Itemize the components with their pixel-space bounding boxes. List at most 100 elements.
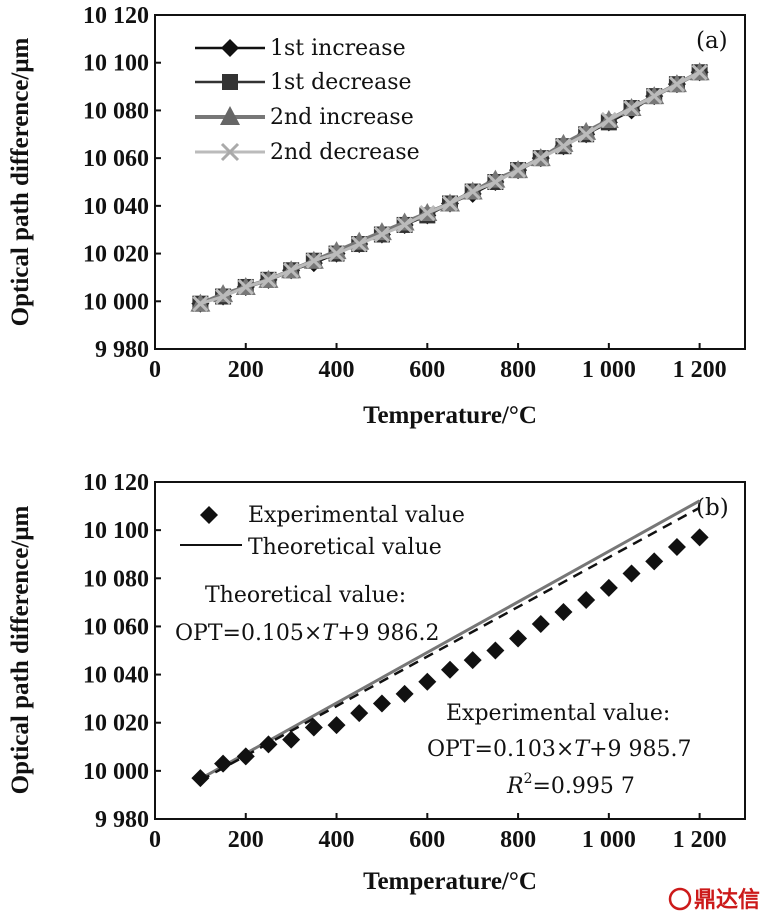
data-point xyxy=(419,204,436,222)
legend-item-2nd-decrease: 2nd decrease xyxy=(195,140,420,165)
data-point xyxy=(622,564,641,583)
panel-label-b: (b) xyxy=(696,495,729,521)
data-point xyxy=(441,660,459,679)
data-point xyxy=(487,173,504,191)
y-tick-label: 10 100 xyxy=(83,518,149,544)
annotation-experimental-equation: OPT=0.103×T+9 985.7 xyxy=(427,737,691,762)
experimental-points-group xyxy=(191,528,709,788)
theoretical-line-group xyxy=(199,499,701,782)
data-point xyxy=(600,111,617,129)
x-tick-label: 600 xyxy=(409,827,445,853)
legend-label: Experimental value xyxy=(248,503,465,528)
y-tick-label: 10 080 xyxy=(83,566,149,592)
x-axis-ticks-a: 0 200 400 600 800 1 000 1 200 xyxy=(149,343,727,383)
data-point xyxy=(237,278,254,296)
panel-a: (a) 0 200 400 600 800 1 000 1 200 9 980 10 000 1… xyxy=(7,3,746,429)
data-point xyxy=(463,651,482,670)
annotation-theoretical-equation: OPT=0.105×T+9 986.2 xyxy=(175,621,439,646)
legend-label: 1st decrease xyxy=(270,70,412,95)
x-tick-label: 1 000 xyxy=(582,827,636,853)
data-point xyxy=(555,138,572,155)
y-axis-label-b: Optical path difference/μm xyxy=(7,505,34,794)
data-point xyxy=(214,754,233,773)
legend-item-experimental: Experimental value xyxy=(200,503,465,528)
data-point xyxy=(441,195,459,212)
data-point xyxy=(396,216,413,234)
data-point xyxy=(259,735,278,754)
data-point xyxy=(351,235,368,253)
data-point xyxy=(646,88,663,105)
eq-suffix: +9 986.2 xyxy=(337,621,439,646)
r2-value: =0.995 7 xyxy=(533,774,635,799)
legend-a: 1st increase 1st decrease 2nd increase 2… xyxy=(195,36,420,165)
series-group-a xyxy=(190,62,710,313)
data-point xyxy=(668,76,685,93)
eq-suffix: +9 985.7 xyxy=(589,737,691,762)
data-point xyxy=(418,672,437,691)
y-tick-label: 10 080 xyxy=(83,98,149,124)
y-tick-label: 10 000 xyxy=(83,289,149,315)
x-tick-label: 800 xyxy=(500,827,536,853)
diamond-icon xyxy=(221,39,239,57)
annotation-r2: R2=0.995 7 xyxy=(506,771,635,799)
data-point xyxy=(327,716,346,735)
data-point xyxy=(304,718,323,737)
x-tick-label: 0 xyxy=(149,827,161,853)
y-tick-label: 10 040 xyxy=(83,194,149,220)
data-point xyxy=(531,615,550,634)
data-point xyxy=(645,552,664,571)
data-point xyxy=(282,730,301,749)
data-point xyxy=(283,262,300,279)
x-axis-label-b: Temperature/°C xyxy=(363,868,537,895)
eq-var: T xyxy=(322,621,339,646)
watermark-text: 鼎达信 xyxy=(694,887,760,913)
data-point xyxy=(350,704,369,723)
data-point xyxy=(691,64,708,81)
data-point xyxy=(395,684,414,703)
data-point xyxy=(328,245,345,262)
data-point xyxy=(532,150,549,167)
panel-label-a: (a) xyxy=(696,28,728,54)
data-point xyxy=(372,694,391,713)
annotation-theoretical-title: Theoretical value: xyxy=(205,583,406,608)
x-tick-label: 1 200 xyxy=(673,357,727,383)
y-tick-label: 10 120 xyxy=(83,3,149,29)
y-axis-ticks-b: 9 980 10 000 10 020 10 040 10 060 10 080 10 10… xyxy=(83,470,161,833)
square-icon xyxy=(222,74,238,90)
r2-sup: 2 xyxy=(524,771,533,787)
legend-item-1st-increase: 1st increase xyxy=(195,36,406,61)
y-tick-label: 9 980 xyxy=(95,337,149,363)
series-2nd-increase xyxy=(190,62,710,312)
legend-label: 2nd decrease xyxy=(270,140,420,165)
r2-var: R xyxy=(506,774,524,799)
diamond-icon xyxy=(200,506,218,524)
y-tick-label: 10 000 xyxy=(83,759,149,785)
x-axis-label-a: Temperature/°C xyxy=(363,402,537,429)
data-point xyxy=(215,288,232,305)
data-point xyxy=(373,226,390,243)
x-icon xyxy=(220,142,240,162)
data-point xyxy=(554,602,573,621)
legend-b: Experimental value Theoretical value xyxy=(180,503,465,560)
data-point xyxy=(667,537,686,556)
legend-item-1st-decrease: 1st decrease xyxy=(195,70,412,95)
data-point xyxy=(305,252,322,269)
data-point xyxy=(578,126,595,143)
data-point xyxy=(486,641,505,660)
plot-frame-a xyxy=(154,14,746,350)
y-tick-label: 10 060 xyxy=(83,614,149,640)
x-tick-label: 400 xyxy=(319,827,355,853)
legend-label: 2nd increase xyxy=(270,105,414,130)
legend-item-2nd-increase: 2nd increase xyxy=(195,105,414,130)
y-tick-label: 10 120 xyxy=(83,470,149,496)
x-tick-label: 400 xyxy=(319,357,355,383)
y-tick-label: 10 060 xyxy=(83,146,149,172)
panel-b: (b) 0 200 400 600 800 1 000 1 200 9 980 10 000 1… xyxy=(7,470,746,895)
data-point xyxy=(599,578,618,597)
theoretical-line xyxy=(199,499,701,781)
x-tick-label: 1 200 xyxy=(673,827,727,853)
data-point xyxy=(191,769,210,788)
x-tick-label: 1 000 xyxy=(582,357,636,383)
data-point xyxy=(509,629,528,648)
